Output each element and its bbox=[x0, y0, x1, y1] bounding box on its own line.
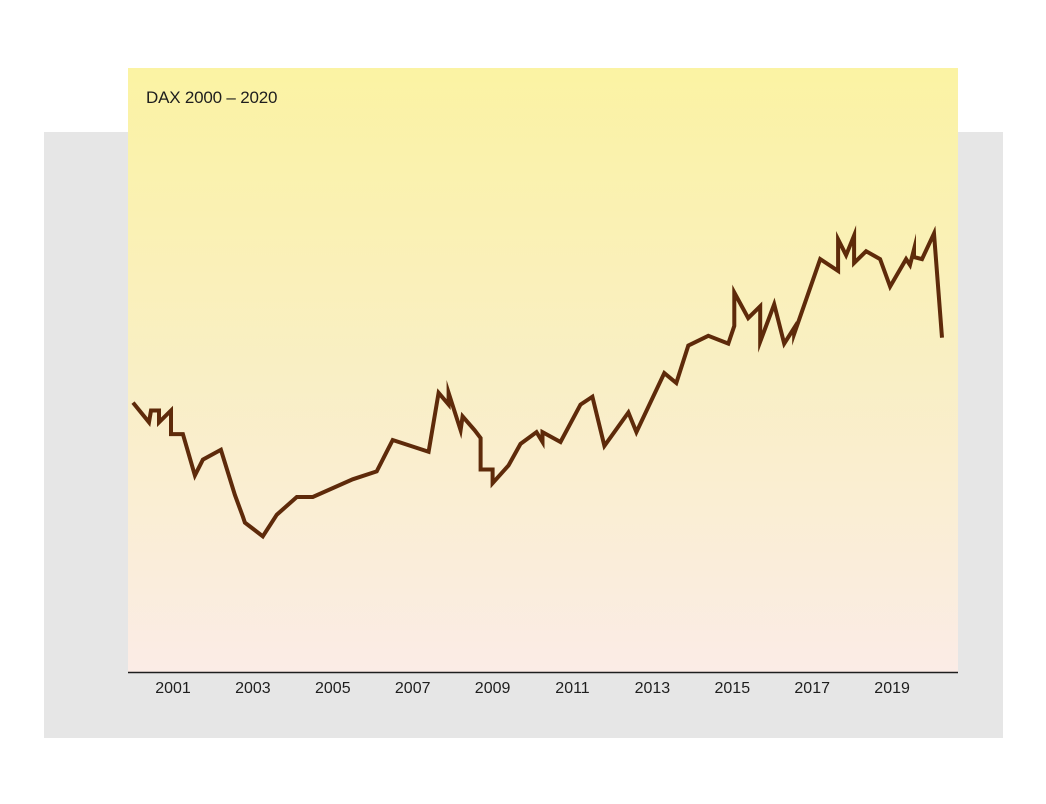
series-line-0 bbox=[131, 225, 944, 540]
x-axis-ticks: 2001 2003 2005 2007 2009 2011 2013 2015 2017 2019 bbox=[155, 680, 910, 697]
x-tick-label: 2019 bbox=[874, 680, 910, 697]
x-tick-label: 2011 bbox=[555, 680, 590, 697]
plot-area bbox=[131, 225, 944, 540]
x-tick-label: 2015 bbox=[715, 680, 751, 697]
chart-title: DAX 2000 – 2020 bbox=[146, 88, 278, 107]
x-tick-label: 2007 bbox=[395, 680, 431, 697]
chart-card bbox=[128, 68, 958, 672]
x-tick-label: 2003 bbox=[235, 680, 271, 697]
x-tick-label: 2013 bbox=[635, 680, 671, 697]
x-tick-label: 2017 bbox=[794, 680, 830, 697]
x-tick-label: 2009 bbox=[475, 680, 511, 697]
x-tick-label: 2001 bbox=[155, 680, 191, 697]
x-tick-label: 2005 bbox=[315, 680, 351, 697]
